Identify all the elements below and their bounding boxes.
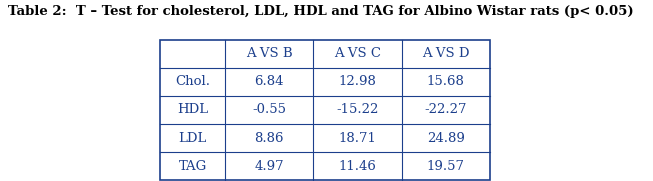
Text: 19.57: 19.57 [426, 160, 465, 172]
Text: 18.71: 18.71 [338, 132, 377, 144]
Text: 8.86: 8.86 [255, 132, 284, 144]
Text: HDL: HDL [177, 104, 208, 116]
Text: A VS C: A VS C [334, 47, 381, 60]
Text: -22.27: -22.27 [424, 104, 467, 116]
Text: -15.22: -15.22 [336, 104, 379, 116]
Text: Table 2:  T – Test for cholesterol, LDL, HDL and TAG for Albino Wistar rats (p< : Table 2: T – Test for cholesterol, LDL, … [8, 5, 633, 18]
Text: TAG: TAG [178, 160, 207, 172]
Text: 12.98: 12.98 [338, 75, 377, 88]
Text: A VS D: A VS D [422, 47, 470, 60]
Text: 15.68: 15.68 [426, 75, 465, 88]
Text: Chol.: Chol. [175, 75, 210, 88]
Text: 6.84: 6.84 [255, 75, 284, 88]
Text: 24.89: 24.89 [426, 132, 465, 144]
Text: 11.46: 11.46 [338, 160, 377, 172]
Text: LDL: LDL [178, 132, 207, 144]
Text: -0.55: -0.55 [252, 104, 287, 116]
Text: 4.97: 4.97 [255, 160, 284, 172]
Text: A VS B: A VS B [246, 47, 293, 60]
